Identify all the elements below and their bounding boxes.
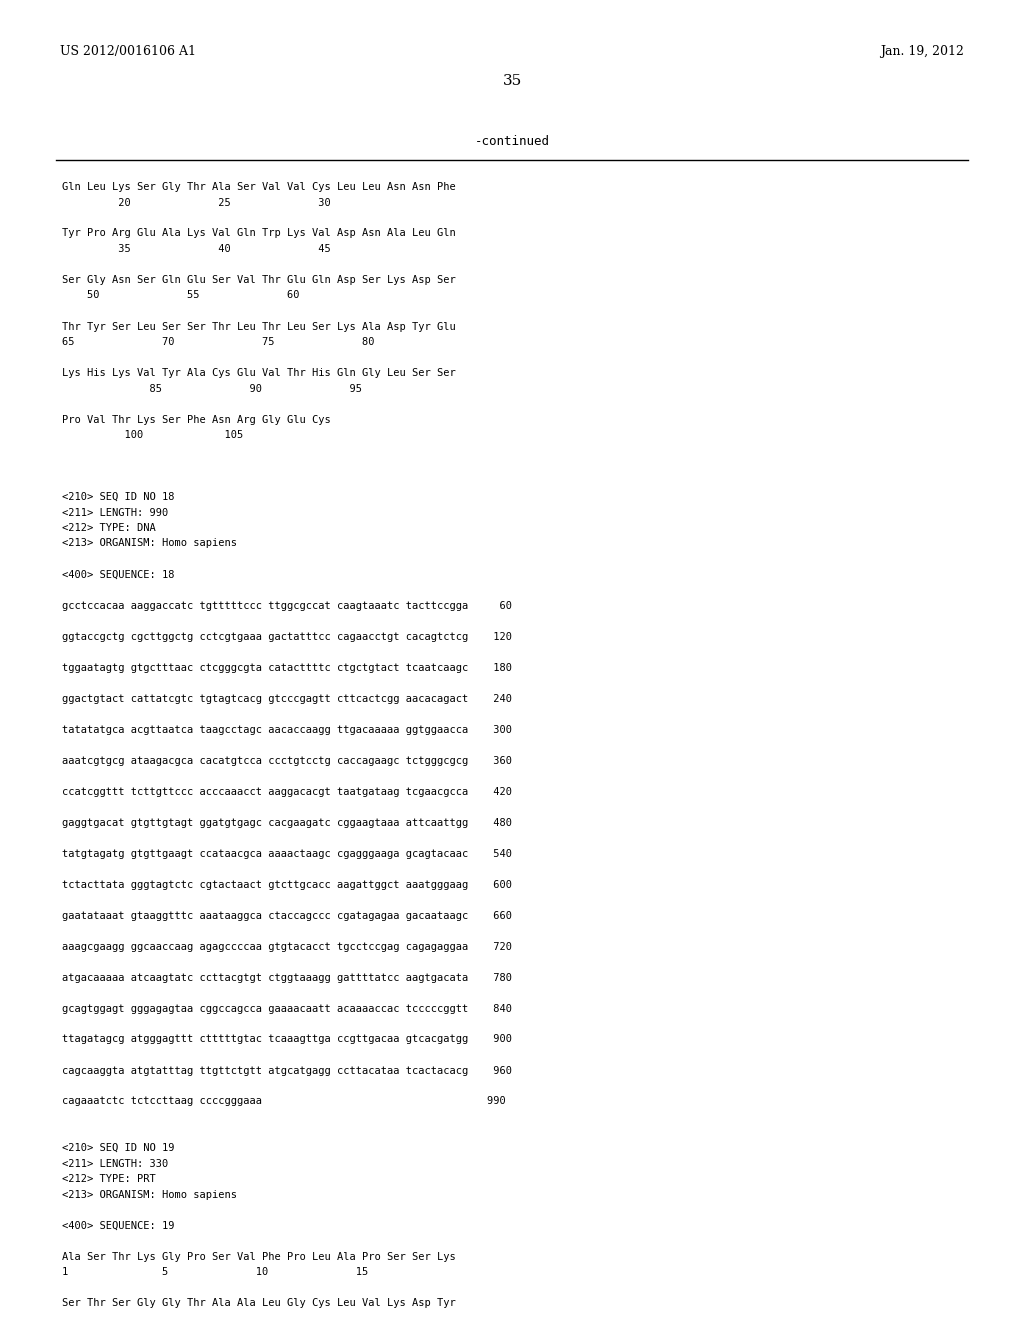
Text: <211> LENGTH: 990: <211> LENGTH: 990 (62, 507, 168, 517)
Text: <212> TYPE: PRT: <212> TYPE: PRT (62, 1173, 156, 1184)
Text: <211> LENGTH: 330: <211> LENGTH: 330 (62, 1159, 168, 1168)
Text: -continued: -continued (474, 135, 550, 148)
Text: US 2012/0016106 A1: US 2012/0016106 A1 (60, 45, 196, 58)
Text: cagaaatctc tctccttaag ccccgggaaa                                    990: cagaaatctc tctccttaag ccccgggaaa 990 (62, 1097, 506, 1106)
Text: Ser Thr Ser Gly Gly Thr Ala Ala Leu Gly Cys Leu Val Lys Asp Tyr: Ser Thr Ser Gly Gly Thr Ala Ala Leu Gly … (62, 1298, 456, 1308)
Text: 85              90              95: 85 90 95 (62, 384, 362, 393)
Text: ccatcggttt tcttgttccc acccaaacct aaggacacgt taatgataag tcgaacgcca    420: ccatcggttt tcttgttccc acccaaacct aaggaca… (62, 787, 512, 796)
Text: <213> ORGANISM: Homo sapiens: <213> ORGANISM: Homo sapiens (62, 539, 237, 549)
Text: aaagcgaagg ggcaaccaag agagccccaa gtgtacacct tgcctccgag cagagaggaa    720: aaagcgaagg ggcaaccaag agagccccaa gtgtaca… (62, 941, 512, 952)
Text: Lys His Lys Val Tyr Ala Cys Glu Val Thr His Gln Gly Leu Ser Ser: Lys His Lys Val Tyr Ala Cys Glu Val Thr … (62, 368, 456, 378)
Text: gcagtggagt gggagagtaa cggccagcca gaaaacaatt acaaaaccac tcccccggtt    840: gcagtggagt gggagagtaa cggccagcca gaaaaca… (62, 1003, 512, 1014)
Text: <212> TYPE: DNA: <212> TYPE: DNA (62, 523, 156, 533)
Text: 50              55              60: 50 55 60 (62, 290, 299, 301)
Text: 65              70              75              80: 65 70 75 80 (62, 337, 375, 347)
Text: 35              40              45: 35 40 45 (62, 244, 331, 253)
Text: tatatatgca acgttaatca taagcctagc aacaccaagg ttgacaaaaa ggtggaacca    300: tatatatgca acgttaatca taagcctagc aacacca… (62, 725, 512, 734)
Text: <210> SEQ ID NO 18: <210> SEQ ID NO 18 (62, 492, 174, 502)
Text: <400> SEQUENCE: 18: <400> SEQUENCE: 18 (62, 569, 174, 579)
Text: Gln Leu Lys Ser Gly Thr Ala Ser Val Val Cys Leu Leu Asn Asn Phe: Gln Leu Lys Ser Gly Thr Ala Ser Val Val … (62, 182, 456, 191)
Text: 1               5              10              15: 1 5 10 15 (62, 1267, 369, 1276)
Text: 35: 35 (503, 74, 521, 88)
Text: <213> ORGANISM: Homo sapiens: <213> ORGANISM: Homo sapiens (62, 1189, 237, 1200)
Text: gcctccacaa aaggaccatc tgtttttccc ttggcgccat caagtaaatc tacttccgga     60: gcctccacaa aaggaccatc tgtttttccc ttggcgc… (62, 601, 512, 611)
Text: Thr Tyr Ser Leu Ser Ser Thr Leu Thr Leu Ser Lys Ala Asp Tyr Glu: Thr Tyr Ser Leu Ser Ser Thr Leu Thr Leu … (62, 322, 456, 331)
Text: 100             105: 100 105 (62, 430, 244, 440)
Text: ggactgtact cattatcgtc tgtagtcacg gtcccgagtt cttcactcgg aacacagact    240: ggactgtact cattatcgtc tgtagtcacg gtcccga… (62, 693, 512, 704)
Text: ttagatagcg atgggagttt ctttttgtac tcaaagttga ccgttgacaa gtcacgatgg    900: ttagatagcg atgggagttt ctttttgtac tcaaagt… (62, 1035, 512, 1044)
Text: tggaatagtg gtgctttaac ctcgggcgta catacttttc ctgctgtact tcaatcaagc    180: tggaatagtg gtgctttaac ctcgggcgta catactt… (62, 663, 512, 672)
Text: tctacttata gggtagtctc cgtactaact gtcttgcacc aagattggct aaatgggaag    600: tctacttata gggtagtctc cgtactaact gtcttgc… (62, 879, 512, 890)
Text: <210> SEQ ID NO 19: <210> SEQ ID NO 19 (62, 1143, 174, 1152)
Text: Tyr Pro Arg Glu Ala Lys Val Gln Trp Lys Val Asp Asn Ala Leu Gln: Tyr Pro Arg Glu Ala Lys Val Gln Trp Lys … (62, 228, 456, 239)
Text: cagcaaggta atgtatttag ttgttctgtt atgcatgagg ccttacataa tcactacacg    960: cagcaaggta atgtatttag ttgttctgtt atgcatg… (62, 1065, 512, 1076)
Text: Ala Ser Thr Lys Gly Pro Ser Val Phe Pro Leu Ala Pro Ser Ser Lys: Ala Ser Thr Lys Gly Pro Ser Val Phe Pro … (62, 1251, 456, 1262)
Text: <400> SEQUENCE: 19: <400> SEQUENCE: 19 (62, 1221, 174, 1230)
Text: 20              25              30: 20 25 30 (62, 198, 331, 207)
Text: gaggtgacat gtgttgtagt ggatgtgagc cacgaagatc cggaagtaaa attcaattgg    480: gaggtgacat gtgttgtagt ggatgtgagc cacgaag… (62, 817, 512, 828)
Text: Jan. 19, 2012: Jan. 19, 2012 (880, 45, 964, 58)
Text: ggtaccgctg cgcttggctg cctcgtgaaa gactatttcc cagaacctgt cacagtctcg    120: ggtaccgctg cgcttggctg cctcgtgaaa gactatt… (62, 631, 512, 642)
Text: Pro Val Thr Lys Ser Phe Asn Arg Gly Glu Cys: Pro Val Thr Lys Ser Phe Asn Arg Gly Glu … (62, 414, 331, 425)
Text: Ser Gly Asn Ser Gln Glu Ser Val Thr Glu Gln Asp Ser Lys Asp Ser: Ser Gly Asn Ser Gln Glu Ser Val Thr Glu … (62, 275, 456, 285)
Text: atgacaaaaa atcaagtatc ccttacgtgt ctggtaaagg gattttatcc aagtgacata    780: atgacaaaaa atcaagtatc ccttacgtgt ctggtaa… (62, 973, 512, 982)
Text: tatgtagatg gtgttgaagt ccataacgca aaaactaagc cgagggaaga gcagtacaac    540: tatgtagatg gtgttgaagt ccataacgca aaaacta… (62, 849, 512, 858)
Text: aaatcgtgcg ataagacgca cacatgtcca ccctgtcctg caccagaagc tctgggcgcg    360: aaatcgtgcg ataagacgca cacatgtcca ccctgtc… (62, 755, 512, 766)
Text: gaatataaat gtaaggtttc aaataaggca ctaccagccc cgatagagaa gacaataagc    660: gaatataaat gtaaggtttc aaataaggca ctaccag… (62, 911, 512, 920)
